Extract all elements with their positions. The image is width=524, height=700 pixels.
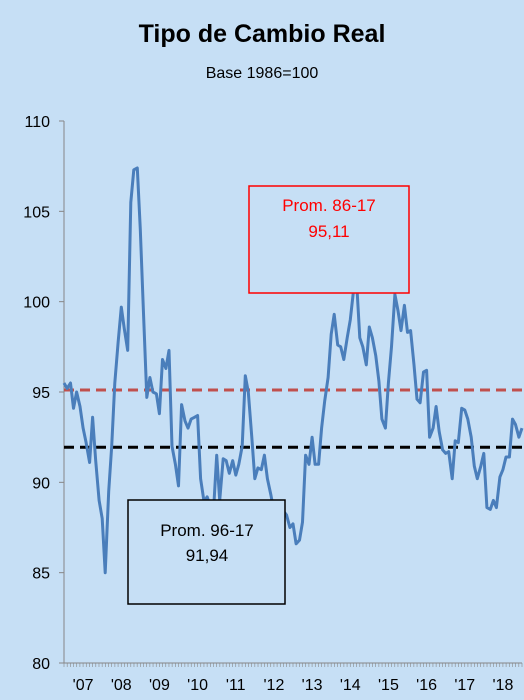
x-tick-label: '18 <box>492 677 513 694</box>
y-tick-label: 100 <box>23 295 50 312</box>
annotation-prom-86-17: Prom. 86-17 95,11 <box>248 185 410 294</box>
series-group <box>62 166 524 575</box>
y-tick-label: 105 <box>23 204 50 221</box>
annotation-label-86-17: Prom. 86-17 <box>282 196 376 215</box>
reference-lines <box>64 388 522 449</box>
y-axis: 80 85 90 95 100 105 110 <box>23 114 65 673</box>
x-axis: '07 '08 '09 '10 '11 '12 '13 '14 '15 '16 '17 '18 <box>63 662 523 694</box>
x-tick-label: '08 <box>111 677 132 694</box>
x-tick-label: '17 <box>454 677 475 694</box>
x-tick-label: '07 <box>73 677 94 694</box>
x-tick-label: '12 <box>263 677 284 694</box>
x-tick-label: '15 <box>378 677 399 694</box>
annotation-value-86-17: 95,11 <box>308 222 349 241</box>
y-tick-label: 95 <box>32 385 50 402</box>
annotation-value-96-17: 91,94 <box>186 546 229 565</box>
annotation-box-96-17 <box>127 499 286 605</box>
x-tick-label: '10 <box>187 677 208 694</box>
y-tick-label: 85 <box>32 566 50 583</box>
y-tick-label: 110 <box>24 114 50 131</box>
chart-title: Tipo de Cambio Real <box>139 20 386 48</box>
annotation-label-96-17: Prom. 96-17 <box>160 521 254 540</box>
x-tick-label: '09 <box>149 677 170 694</box>
x-tick-label: '14 <box>340 677 361 694</box>
x-tick-label: '11 <box>226 677 246 694</box>
annotation-box-86-17 <box>248 185 410 294</box>
chart-subtitle: Base 1986=100 <box>206 65 319 82</box>
series-line <box>62 166 524 575</box>
x-tick-label: '16 <box>416 677 437 694</box>
x-tick-label: '13 <box>302 677 323 694</box>
y-tick-label: 90 <box>32 475 50 492</box>
y-tick-label: 80 <box>32 656 50 673</box>
annotation-prom-96-17: Prom. 96-17 91,94 <box>127 499 286 605</box>
